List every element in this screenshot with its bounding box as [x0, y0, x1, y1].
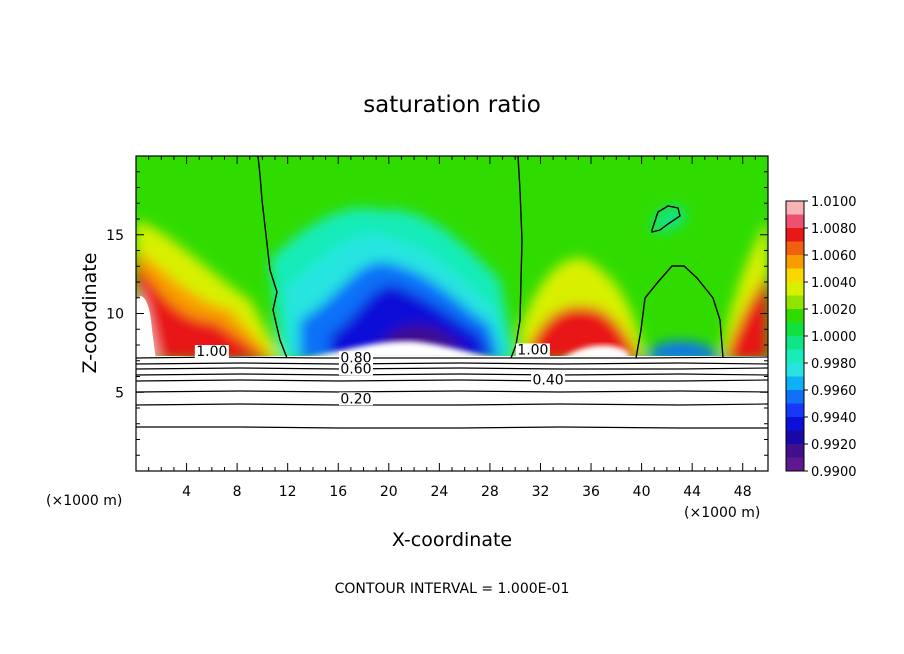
- chart-title: saturation ratio: [363, 92, 541, 118]
- y-tick-label: 10: [106, 307, 124, 323]
- colorbar-label: 1.0040: [811, 276, 857, 291]
- colorbar-swatch: [786, 322, 804, 337]
- contour-label: 0.60: [340, 361, 371, 377]
- field-white-bump-left: [136, 296, 156, 360]
- colorbar-swatch: [786, 403, 804, 418]
- colorbar-label: 1.0020: [811, 303, 857, 318]
- contour-line: [136, 403, 768, 406]
- colorbar-label: 0.9900: [811, 465, 857, 480]
- colorbar-label: 1.0000: [811, 330, 857, 345]
- colorbar-swatch: [786, 457, 804, 472]
- y-axis-label: Z-coordinate: [79, 253, 101, 374]
- lower-contours: [136, 356, 768, 429]
- x-tick-label: 24: [430, 484, 448, 500]
- colorbar: 1.0100 1.0080 1.0060 1.0040 1.0020 1.0000 0.99…: [785, 195, 857, 480]
- contour-label-bg: [515, 343, 550, 357]
- contour-line: [136, 390, 768, 393]
- contour-label-bg: [338, 351, 373, 365]
- colorbar-label: 1.0080: [811, 222, 857, 237]
- x-tick-label: 12: [279, 484, 297, 500]
- colorbar-swatch: [786, 349, 804, 364]
- x-tick-label: 40: [633, 484, 651, 500]
- y-ticks: 5 10 15: [106, 171, 768, 456]
- colorbar-swatch: [786, 201, 804, 215]
- contour-line: [136, 367, 768, 370]
- x-tick-label: 4: [182, 484, 191, 500]
- colorbar-swatch: [786, 241, 804, 256]
- field-white-bump-right: [560, 345, 630, 360]
- x-tick-label: 44: [683, 484, 701, 500]
- contour-dome: [635, 265, 724, 359]
- contour-line: [136, 426, 768, 429]
- x-axis-label: X-coordinate: [392, 529, 512, 551]
- contour-line: [136, 362, 768, 365]
- contour-label: 1.00: [517, 342, 548, 358]
- colorbar-swatch: [786, 309, 804, 323]
- x-tick-label: 16: [329, 484, 347, 500]
- colorbar-label: 0.9920: [811, 438, 857, 453]
- colorbar-swatch: [786, 228, 804, 242]
- colorbar-swatch: [786, 255, 804, 269]
- x-tick-label: 20: [380, 484, 398, 500]
- field-subsaturated-layer: [136, 356, 768, 471]
- contour-left: [257, 156, 288, 359]
- x-tick-label: 48: [734, 484, 752, 500]
- colorbar-label: 0.9940: [811, 411, 857, 426]
- field-region-top-right-teal: [650, 206, 686, 232]
- colorbar-swatch: [786, 295, 804, 310]
- contour-labels: 1.00 0.800.60 1.00 0.40 0.20: [194, 342, 566, 407]
- colorbar-swatch: [786, 444, 804, 458]
- contour-top-loop: [651, 205, 681, 233]
- x-tick-label: 36: [582, 484, 600, 500]
- contour-label: 0.40: [532, 372, 563, 388]
- colorbar-swatch: [786, 390, 804, 404]
- colorbar-label: 1.0100: [811, 195, 857, 210]
- x-ticks: 4 8 12 16 20 24 28 32 36 40 44 48: [148, 156, 756, 500]
- x-tick-label: 28: [481, 484, 499, 500]
- plot-area: [136, 156, 768, 471]
- colorbar-swatch: [786, 282, 804, 296]
- colorbar-label: 1.0060: [811, 249, 857, 264]
- colorbar-swatch: [786, 336, 804, 350]
- y-tick-label: 15: [106, 228, 124, 244]
- contour-line: [136, 373, 768, 376]
- contour-label-bg: [338, 392, 373, 406]
- contour-label: 1.00: [196, 344, 227, 360]
- colorbar-swatch: [786, 268, 804, 283]
- field-region-left-red: [136, 265, 270, 360]
- x-tick-label: 8: [233, 484, 242, 500]
- colorbar-label: 0.9960: [811, 384, 857, 399]
- y-tick-label: 5: [115, 385, 124, 401]
- colorbar-swatch: [786, 430, 804, 445]
- contour-label-bg: [194, 345, 229, 359]
- colorbar-swatch: [786, 363, 804, 377]
- contour-line: [136, 379, 768, 382]
- colorbar-swatch: [786, 214, 804, 229]
- colorbar-swatch: [786, 376, 804, 391]
- saturation-contours: [257, 156, 724, 359]
- x-tick-label: 32: [532, 484, 550, 500]
- contour-interval-note: CONTOUR INTERVAL = 1.000E-01: [335, 581, 570, 597]
- x-unit-label-right: (×1000 m): [684, 505, 760, 521]
- contour-label-bg: [338, 362, 373, 376]
- contour-label: 0.80: [340, 350, 371, 366]
- x-unit-label-left: (×1000 m): [46, 493, 122, 509]
- colorbar-label: 0.9980: [811, 357, 857, 372]
- contour-label-bg: [531, 373, 566, 387]
- colorbar-swatch: [786, 417, 804, 431]
- field-region-far-right-red: [725, 275, 768, 360]
- contour-label: 0.20: [340, 391, 371, 407]
- field-region-bump-blue: [645, 341, 722, 360]
